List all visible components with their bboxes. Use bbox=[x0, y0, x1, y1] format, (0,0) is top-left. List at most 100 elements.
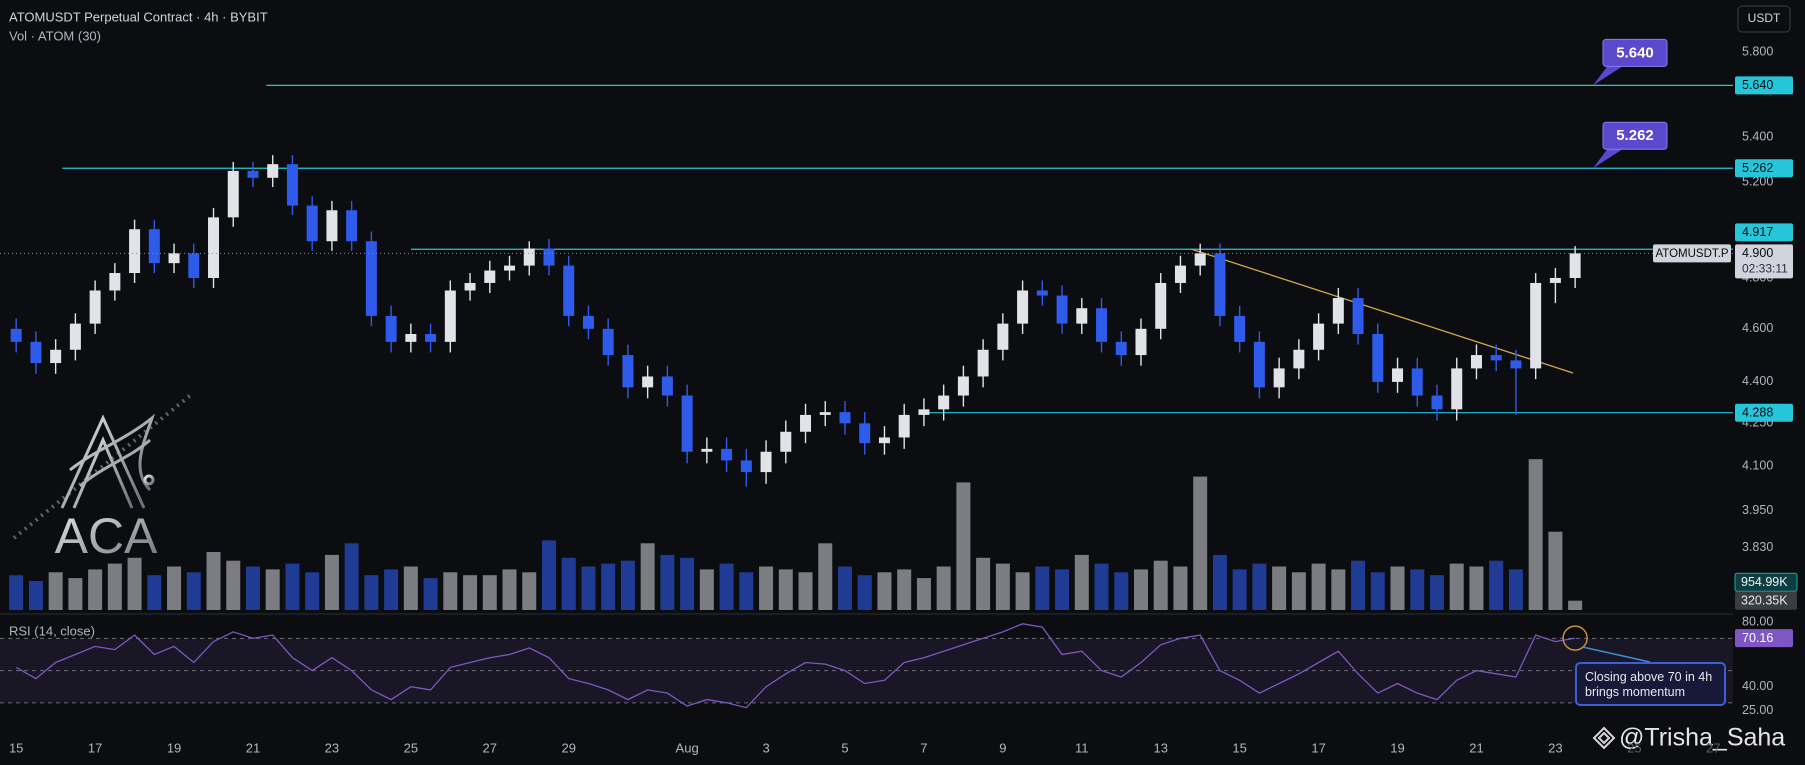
symbol-box bbox=[1653, 244, 1731, 263]
volume-bar bbox=[660, 554, 675, 610]
candle-body bbox=[760, 451, 772, 473]
volume-bar bbox=[403, 566, 418, 610]
rsi-last-box bbox=[1735, 629, 1793, 648]
x-tick-label: 19 bbox=[167, 740, 181, 755]
callout-box bbox=[1602, 38, 1668, 67]
candle-body bbox=[1056, 295, 1068, 324]
candle-body bbox=[543, 248, 555, 266]
candle-body bbox=[642, 376, 654, 388]
volume-bar bbox=[48, 572, 63, 610]
y-tick-label: 5.200 bbox=[1742, 175, 1773, 189]
volume-ma-label: 954.99K bbox=[1741, 575, 1788, 589]
x-tick-label: 17 bbox=[1311, 740, 1325, 755]
callout-pointer bbox=[1593, 65, 1624, 86]
candle-body bbox=[977, 349, 989, 377]
x-tick-label: 27 bbox=[483, 740, 497, 755]
candle-body bbox=[701, 448, 713, 452]
volume-bar bbox=[482, 575, 497, 610]
volume-bar bbox=[68, 578, 83, 610]
candle-body bbox=[878, 437, 890, 444]
candle-body bbox=[681, 395, 693, 452]
level-label-box bbox=[1735, 223, 1793, 242]
volume-bar bbox=[759, 566, 774, 610]
volume-bar bbox=[877, 572, 892, 610]
volume-bar bbox=[1232, 569, 1247, 610]
volume-bar bbox=[1133, 569, 1148, 610]
candle-body bbox=[168, 253, 180, 264]
candle-body bbox=[30, 341, 42, 364]
annotation: Closing above 70 in 4h brings momentum bbox=[1575, 662, 1726, 706]
candle-body bbox=[1293, 349, 1305, 369]
x-tick-label: 29 bbox=[561, 740, 575, 755]
candle-body bbox=[247, 170, 259, 178]
volume-bar bbox=[147, 575, 162, 610]
candle-body bbox=[385, 315, 397, 342]
volume-bar bbox=[226, 560, 241, 610]
candle-body bbox=[1214, 253, 1226, 316]
x-tick-label: 23 bbox=[1548, 740, 1562, 755]
candle-body bbox=[444, 290, 456, 342]
volume-bar bbox=[719, 563, 734, 610]
volume-bar bbox=[1272, 566, 1287, 610]
volume-bar bbox=[107, 563, 122, 610]
volume-bar bbox=[1055, 569, 1070, 610]
volume-bar bbox=[1212, 554, 1227, 610]
callout-label: 5.262 bbox=[1616, 127, 1654, 144]
candle-body bbox=[563, 265, 575, 316]
volume-bar bbox=[384, 569, 399, 610]
candle-body bbox=[425, 334, 437, 342]
rsi-last-label: 70.16 bbox=[1742, 631, 1773, 645]
candle-body bbox=[365, 241, 377, 316]
candle-body bbox=[1431, 395, 1443, 410]
candle-body bbox=[819, 412, 831, 415]
currency[interactable]: USDT bbox=[1748, 11, 1781, 25]
candle-body bbox=[69, 323, 81, 350]
volume-bar bbox=[581, 566, 596, 610]
currency-button[interactable] bbox=[1737, 5, 1791, 33]
volume-bar bbox=[502, 569, 517, 610]
candle-body bbox=[1036, 290, 1048, 296]
volume-bar bbox=[680, 557, 695, 610]
volume-bar bbox=[1193, 476, 1208, 610]
candle-body bbox=[997, 323, 1009, 350]
x-tick-label: 13 bbox=[1153, 740, 1167, 755]
x-tick-label: 15 bbox=[1232, 740, 1246, 755]
volume-bar bbox=[127, 557, 142, 610]
candle-body bbox=[661, 376, 673, 396]
x-tick-label: 7 bbox=[920, 740, 927, 755]
volume-bar bbox=[1015, 572, 1030, 610]
volume-bar bbox=[463, 575, 478, 610]
candle-body bbox=[148, 229, 160, 264]
volume-bar bbox=[324, 554, 339, 610]
rsi-tick-label: 25.00 bbox=[1742, 703, 1773, 717]
x-tick-label: 11 bbox=[1075, 740, 1089, 755]
candle-body bbox=[1115, 341, 1127, 356]
volume-bar bbox=[1429, 575, 1444, 610]
x-tick-label: 25 bbox=[1627, 740, 1641, 755]
rsi-title: RSI (14, close) bbox=[9, 623, 95, 638]
volume-bar bbox=[1074, 554, 1089, 610]
volume-bar bbox=[857, 575, 872, 610]
rsi-tick-label: 40.00 bbox=[1742, 679, 1773, 693]
candle-body bbox=[957, 376, 969, 396]
volume-bar bbox=[818, 543, 833, 610]
volume-bar bbox=[344, 543, 359, 610]
candle-body bbox=[346, 210, 358, 242]
logo-dots bbox=[12, 392, 194, 540]
x-tick-label: 21 bbox=[1469, 740, 1483, 755]
candle-body bbox=[740, 460, 752, 473]
volume-bar bbox=[206, 552, 221, 610]
volume-bar bbox=[561, 557, 576, 610]
volume-bar bbox=[1094, 563, 1109, 610]
candle-body bbox=[1155, 282, 1167, 329]
volume-bar bbox=[1173, 566, 1188, 610]
rsi-line bbox=[15, 623, 1576, 709]
candle-body bbox=[504, 265, 516, 271]
chart-title: ATOMUSDT Perpetual Contract · 4h · BYBIT bbox=[9, 9, 268, 24]
volume-bar bbox=[916, 578, 931, 610]
candle-body bbox=[129, 229, 141, 274]
volume-bar bbox=[1311, 563, 1326, 610]
candle-body bbox=[898, 414, 910, 438]
level-label-box bbox=[1735, 159, 1793, 178]
